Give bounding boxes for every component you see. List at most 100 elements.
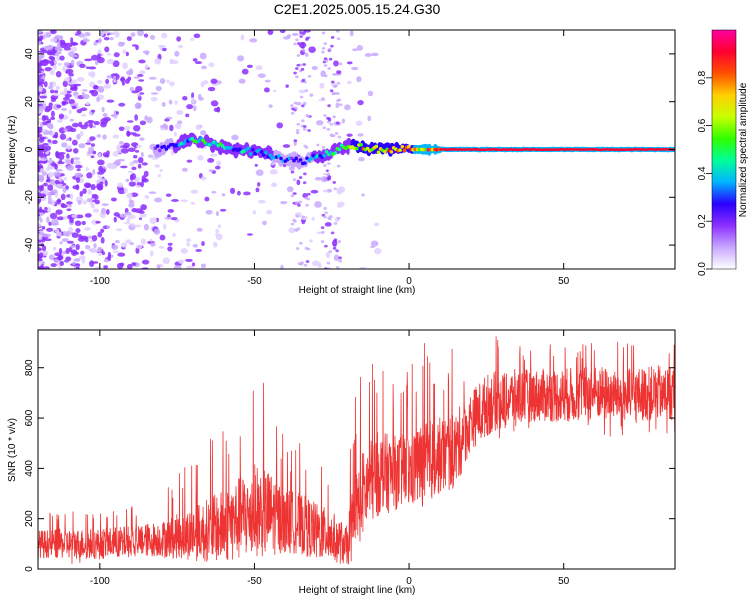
ridge-cell <box>400 144 405 149</box>
noise-speckle <box>246 233 253 236</box>
noise-speckle <box>80 124 88 130</box>
noise-speckle <box>49 81 53 87</box>
noise-speckle <box>320 240 325 243</box>
noise-speckle <box>138 79 145 82</box>
noise-speckle <box>165 193 172 197</box>
ridge-cell <box>264 150 268 155</box>
spectrogram-y-tick-label: 40 <box>24 48 35 60</box>
noise-speckle <box>305 260 310 263</box>
noise-speckle <box>46 216 50 224</box>
noise-speckle <box>294 228 299 232</box>
noise-speckle <box>68 226 73 233</box>
noise-speckle <box>56 260 61 267</box>
noise-speckle <box>347 80 352 85</box>
noise-speckle <box>138 156 144 164</box>
noise-speckle <box>164 118 170 122</box>
noise-speckle <box>39 266 44 269</box>
noise-speckle <box>83 227 91 231</box>
noise-speckle <box>41 225 46 230</box>
noise-speckle <box>43 45 49 51</box>
noise-speckle <box>181 167 188 172</box>
noise-speckle <box>330 36 335 39</box>
noise-speckle <box>45 32 52 38</box>
noise-speckle <box>85 66 90 69</box>
noise-speckle <box>201 65 207 70</box>
noise-speckle <box>56 198 61 205</box>
noise-speckle <box>71 232 79 238</box>
noise-speckle <box>178 259 185 264</box>
noise-speckle <box>154 197 163 203</box>
noise-speckle <box>171 199 179 202</box>
noise-speckle <box>118 141 124 145</box>
snr-y-axis-label: SNR (10 * v/v) <box>7 418 18 482</box>
noise-speckle <box>118 102 126 107</box>
noise-speckle <box>298 200 303 204</box>
noise-speckle <box>55 85 61 91</box>
noise-speckle <box>196 227 203 232</box>
noise-speckle <box>302 48 306 52</box>
noise-speckle <box>134 208 143 214</box>
noise-speckle <box>324 244 328 248</box>
noise-speckle <box>74 220 82 227</box>
noise-speckle <box>157 173 161 178</box>
noise-speckle <box>85 244 91 250</box>
noise-speckle <box>135 247 140 254</box>
noise-speckle <box>40 59 49 67</box>
noise-speckle <box>301 79 305 82</box>
noise-speckle <box>71 214 78 219</box>
noise-speckle <box>186 104 194 110</box>
noise-speckle <box>66 208 72 212</box>
ridge-cell <box>162 144 166 149</box>
noise-speckle <box>174 122 182 130</box>
noise-speckle <box>290 170 295 174</box>
noise-speckle <box>334 131 339 135</box>
noise-speckle <box>65 145 73 150</box>
noise-speckle <box>131 90 140 94</box>
noise-speckle <box>303 125 307 128</box>
noise-speckle <box>324 59 329 63</box>
noise-speckle <box>99 181 104 185</box>
noise-speckle <box>53 258 59 262</box>
noise-speckle <box>113 160 121 166</box>
noise-speckle <box>106 75 113 79</box>
noise-speckle <box>213 107 220 112</box>
noise-speckle <box>136 144 142 148</box>
colorbar-tick-label: 0.6 <box>697 118 708 132</box>
noise-speckle <box>197 93 202 99</box>
noise-speckle <box>112 75 117 81</box>
noise-speckle <box>48 254 55 261</box>
noise-speckle <box>70 249 78 256</box>
noise-speckle <box>295 214 300 218</box>
noise-speckle <box>163 223 167 230</box>
noise-speckle <box>207 158 215 163</box>
noise-speckle <box>194 61 203 65</box>
noise-speckle <box>129 242 134 246</box>
ridge-cell <box>292 158 296 163</box>
noise-speckle <box>43 130 52 135</box>
noise-speckle <box>56 54 61 61</box>
ridge-cell <box>253 151 257 156</box>
noise-speckle <box>38 74 42 80</box>
noise-speckle <box>84 58 93 62</box>
noise-speckle <box>51 139 58 145</box>
noise-speckle <box>374 247 382 255</box>
noise-speckle <box>293 71 297 75</box>
noise-speckle <box>57 254 64 261</box>
noise-speckle <box>65 68 74 74</box>
noise-speckle <box>48 221 52 226</box>
noise-speckle <box>58 113 65 119</box>
noise-speckle <box>236 190 241 196</box>
noise-speckle <box>106 162 113 169</box>
ridge-cell <box>268 153 273 158</box>
noise-speckle <box>131 166 137 171</box>
noise-speckle <box>127 76 132 82</box>
noise-speckle <box>357 133 364 137</box>
noise-speckle <box>173 131 177 137</box>
noise-speckle <box>63 128 68 132</box>
ridge-cell <box>402 148 407 153</box>
noise-speckle <box>87 149 93 155</box>
noise-speckle <box>59 133 67 140</box>
noise-speckle <box>331 92 336 95</box>
noise-speckle <box>255 169 264 176</box>
noise-speckle <box>210 100 219 107</box>
